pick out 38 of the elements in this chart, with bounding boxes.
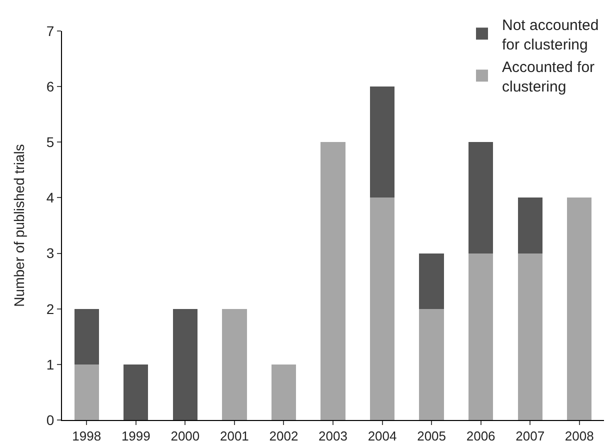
x-tick-label: 2004	[368, 428, 397, 444]
y-tick-label: 5	[46, 134, 54, 150]
x-tick-label: 1999	[121, 428, 150, 444]
bar	[320, 142, 346, 420]
bar	[74, 308, 99, 364]
y-tick-label: 0	[46, 412, 54, 428]
bar	[518, 253, 542, 420]
y-tick-label: 6	[46, 78, 54, 94]
x-tick-label: 2003	[318, 428, 348, 444]
x-tick-label: 1998	[72, 428, 102, 444]
x-tick-label: 2001	[220, 428, 249, 444]
x-tick-label: 2008	[564, 428, 594, 444]
bar	[172, 308, 198, 420]
y-tick-label: 7	[46, 22, 54, 39]
y-tick-label: 4	[46, 190, 54, 206]
bar	[271, 364, 296, 420]
bar	[468, 142, 494, 254]
x-tick-label: 2002	[269, 428, 298, 444]
bar	[370, 86, 395, 198]
legend-label: Not accounted for clustering	[502, 16, 599, 54]
y-tick-label: 1	[46, 356, 54, 372]
bar	[74, 364, 99, 420]
bar	[419, 253, 444, 309]
bar	[518, 198, 542, 254]
legend-label: Accounted for clustering	[502, 58, 595, 96]
bar	[567, 198, 592, 420]
bar	[370, 198, 395, 420]
bar	[468, 253, 494, 420]
x-tick-label: 2006	[466, 428, 496, 444]
bar	[124, 364, 148, 420]
bar	[222, 308, 247, 420]
x-tick-label: 2007	[516, 428, 545, 444]
y-tick-label: 3	[46, 245, 54, 262]
y-axis-title: Number of published trials	[11, 144, 27, 307]
bar	[419, 308, 444, 420]
x-tick-label: 2000	[170, 428, 200, 444]
x-tick-label: 2005	[417, 428, 446, 444]
y-tick-label: 2	[46, 300, 54, 317]
